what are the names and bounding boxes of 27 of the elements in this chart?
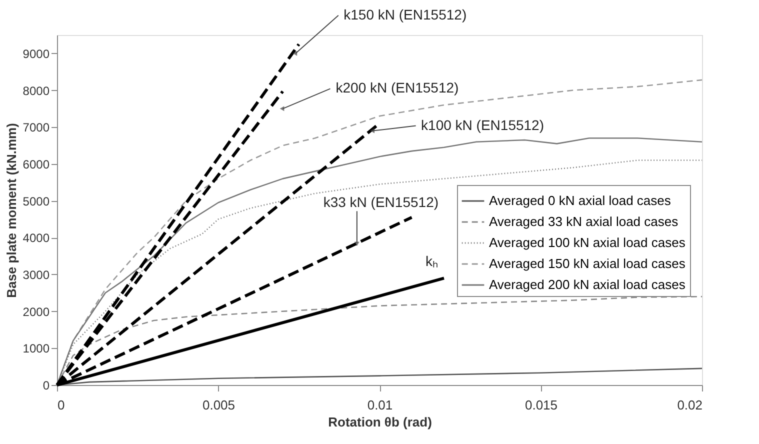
- annotation: kₕ: [426, 253, 438, 270]
- legend-label: Averaged 100 kN axial load cases: [489, 235, 686, 250]
- legend-label: Averaged 200 kN axial load cases: [489, 277, 686, 292]
- x-tick-label: 0.005: [202, 398, 236, 412]
- y-tick-label: 0: [42, 378, 50, 392]
- y-tick-label: 8000: [22, 84, 50, 98]
- y-tick-label: 9000: [22, 46, 50, 61]
- annotation: k33 kN (EN15512): [323, 194, 439, 210]
- x-tick-label: 0.02: [677, 398, 702, 412]
- y-tick-label: 7000: [22, 120, 50, 135]
- legend-label: Averaged 0 kN axial load cases: [489, 193, 672, 208]
- y-tick-label: 1000: [22, 342, 50, 356]
- annotation: k100 kN (EN15512): [421, 116, 544, 133]
- y-tick-label: 5000: [22, 194, 50, 208]
- legend-label: Averaged 150 kN axial load cases: [489, 256, 686, 271]
- x-tick-label: 0: [58, 398, 65, 412]
- legend-label: Averaged 33 kN axial load cases: [489, 214, 679, 229]
- x-tick-label: 0.01: [367, 398, 393, 412]
- annotation: k200 kN (EN15512): [336, 80, 459, 96]
- y-tick-label: 6000: [22, 157, 50, 172]
- y-tick-label: 2000: [22, 304, 50, 319]
- x-axis-title: Rotation θb (rad): [328, 414, 432, 430]
- x-tick-label: 0.015: [524, 398, 558, 412]
- y-tick-label: 4000: [22, 231, 50, 246]
- y-tick-label: 3000: [22, 268, 50, 282]
- y-axis-title: Base plate moment (kN.mm): [4, 123, 19, 298]
- annotation: k150 kN (EN15512): [344, 6, 467, 22]
